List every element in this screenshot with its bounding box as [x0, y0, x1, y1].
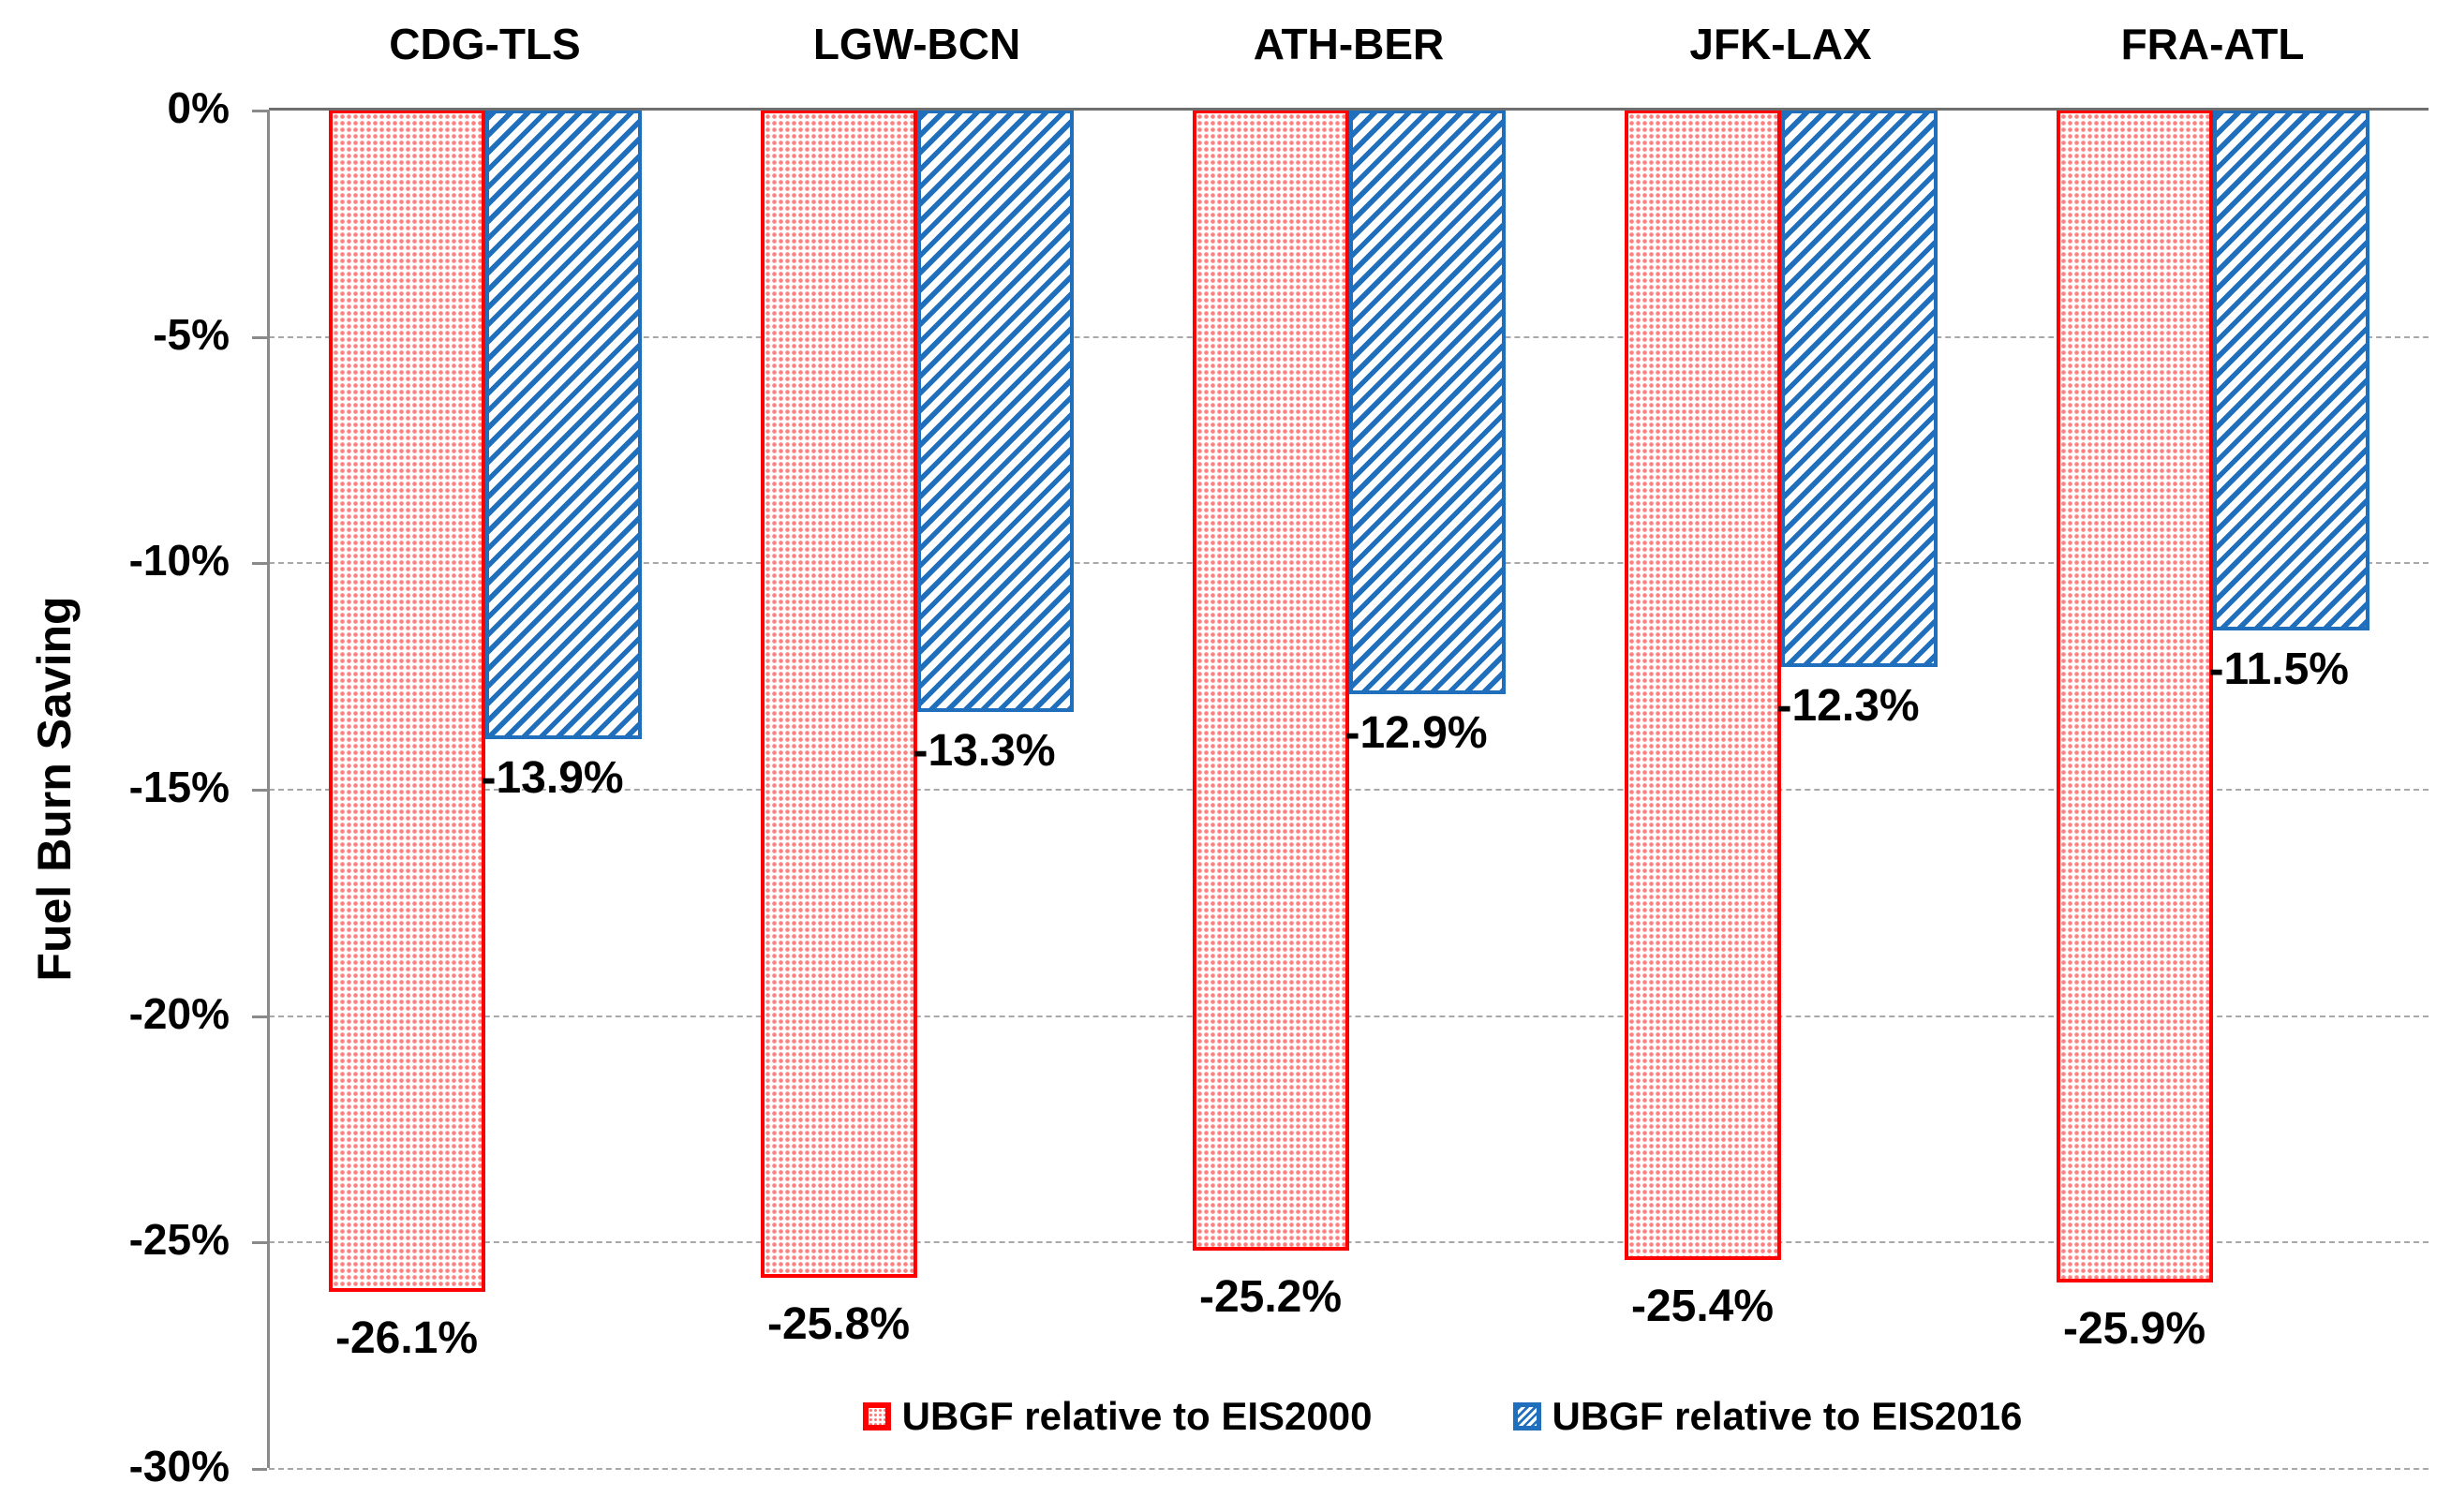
y-axis-tick: [252, 1241, 267, 1245]
y-tick-label: -15%: [128, 763, 230, 811]
plot-area: [252, 108, 2429, 1471]
y-axis-tick: [252, 335, 267, 339]
y-tick-label: -30%: [128, 1442, 230, 1490]
value-label-eis2000-LGW-BCN: -25.8%: [766, 1299, 911, 1349]
value-label-eis2000-ATH-BER: -25.2%: [1198, 1272, 1343, 1322]
value-label-eis2016-JFK-LAX: -12.3%: [1776, 680, 1920, 731]
chart-legend: UBGF relative to EIS2000 UBGF relative t…: [363, 1394, 2451, 1439]
y-tick-label: -20%: [128, 988, 230, 1038]
blue-hatched-swatch-icon: [1512, 1402, 1541, 1430]
bar-eis2016-LGW-BCN: [916, 110, 1074, 712]
bar-eis2000-LGW-BCN: [760, 110, 917, 1278]
value-label-eis2000-FRA-ATL: -25.9%: [2062, 1303, 2206, 1354]
legend-label: UBGF relative to EIS2000: [901, 1394, 1373, 1438]
y-axis-tick: [252, 110, 267, 112]
gridline--15%: [269, 789, 2429, 791]
bar-eis2016-JFK-LAX: [1780, 110, 1938, 667]
category-label-CDG-TLS: CDG-TLS: [389, 20, 581, 68]
value-label-eis2016-LGW-BCN: -13.3%: [913, 725, 1056, 776]
gridline--30%: [269, 1468, 2429, 1470]
legend-label: UBGF relative to EIS2016: [1552, 1394, 2023, 1438]
value-label-eis2000-JFK-LAX: -25.4%: [1630, 1281, 1775, 1331]
bar-eis2016-ATH-BER: [1348, 110, 1506, 694]
value-label-eis2016-FRA-ATL: -11.5%: [2208, 644, 2349, 694]
category-label-ATH-BER: ATH-BER: [1253, 20, 1445, 68]
category-label-JFK-LAX: JFK-LAX: [1689, 20, 1872, 68]
x-axis-zero-line: [269, 108, 2429, 111]
y-axis-line: [267, 110, 270, 1468]
bar-eis2000-CDG-TLS: [328, 110, 485, 1292]
value-label-eis2000-CDG-TLS: -26.1%: [334, 1312, 479, 1363]
y-axis-tick: [252, 1468, 267, 1471]
red-dotted-swatch-icon: [862, 1402, 891, 1430]
gridline--25%: [269, 1241, 2429, 1244]
gridline--20%: [269, 1015, 2429, 1017]
bar-eis2000-ATH-BER: [1192, 110, 1349, 1251]
y-axis-tick: [252, 1015, 267, 1018]
legend-item-eis2000: UBGF relative to EIS2000: [862, 1394, 1373, 1439]
y-tick-label: -10%: [128, 536, 230, 586]
value-label-eis2016-CDG-TLS: -13.9%: [481, 752, 624, 803]
value-label-eis2016-ATH-BER: -12.9%: [1344, 707, 1488, 758]
y-tick-label: 0%: [167, 83, 230, 132]
y-tick-label: -25%: [128, 1215, 230, 1265]
bar-eis2000-JFK-LAX: [1624, 110, 1781, 1260]
category-label-FRA-ATL: FRA-ATL: [2120, 20, 2305, 68]
bar-eis2016-CDG-TLS: [484, 110, 642, 739]
legend-item-eis2016: UBGF relative to EIS2016: [1512, 1394, 2023, 1439]
category-label-LGW-BCN: LGW-BCN: [812, 20, 1021, 68]
y-axis-tick: [252, 789, 267, 792]
y-axis-tick: [252, 562, 267, 566]
bar-eis2016-FRA-ATL: [2212, 110, 2369, 630]
bar-eis2000-FRA-ATL: [2056, 110, 2213, 1282]
y-tick-label: -5%: [153, 309, 230, 359]
